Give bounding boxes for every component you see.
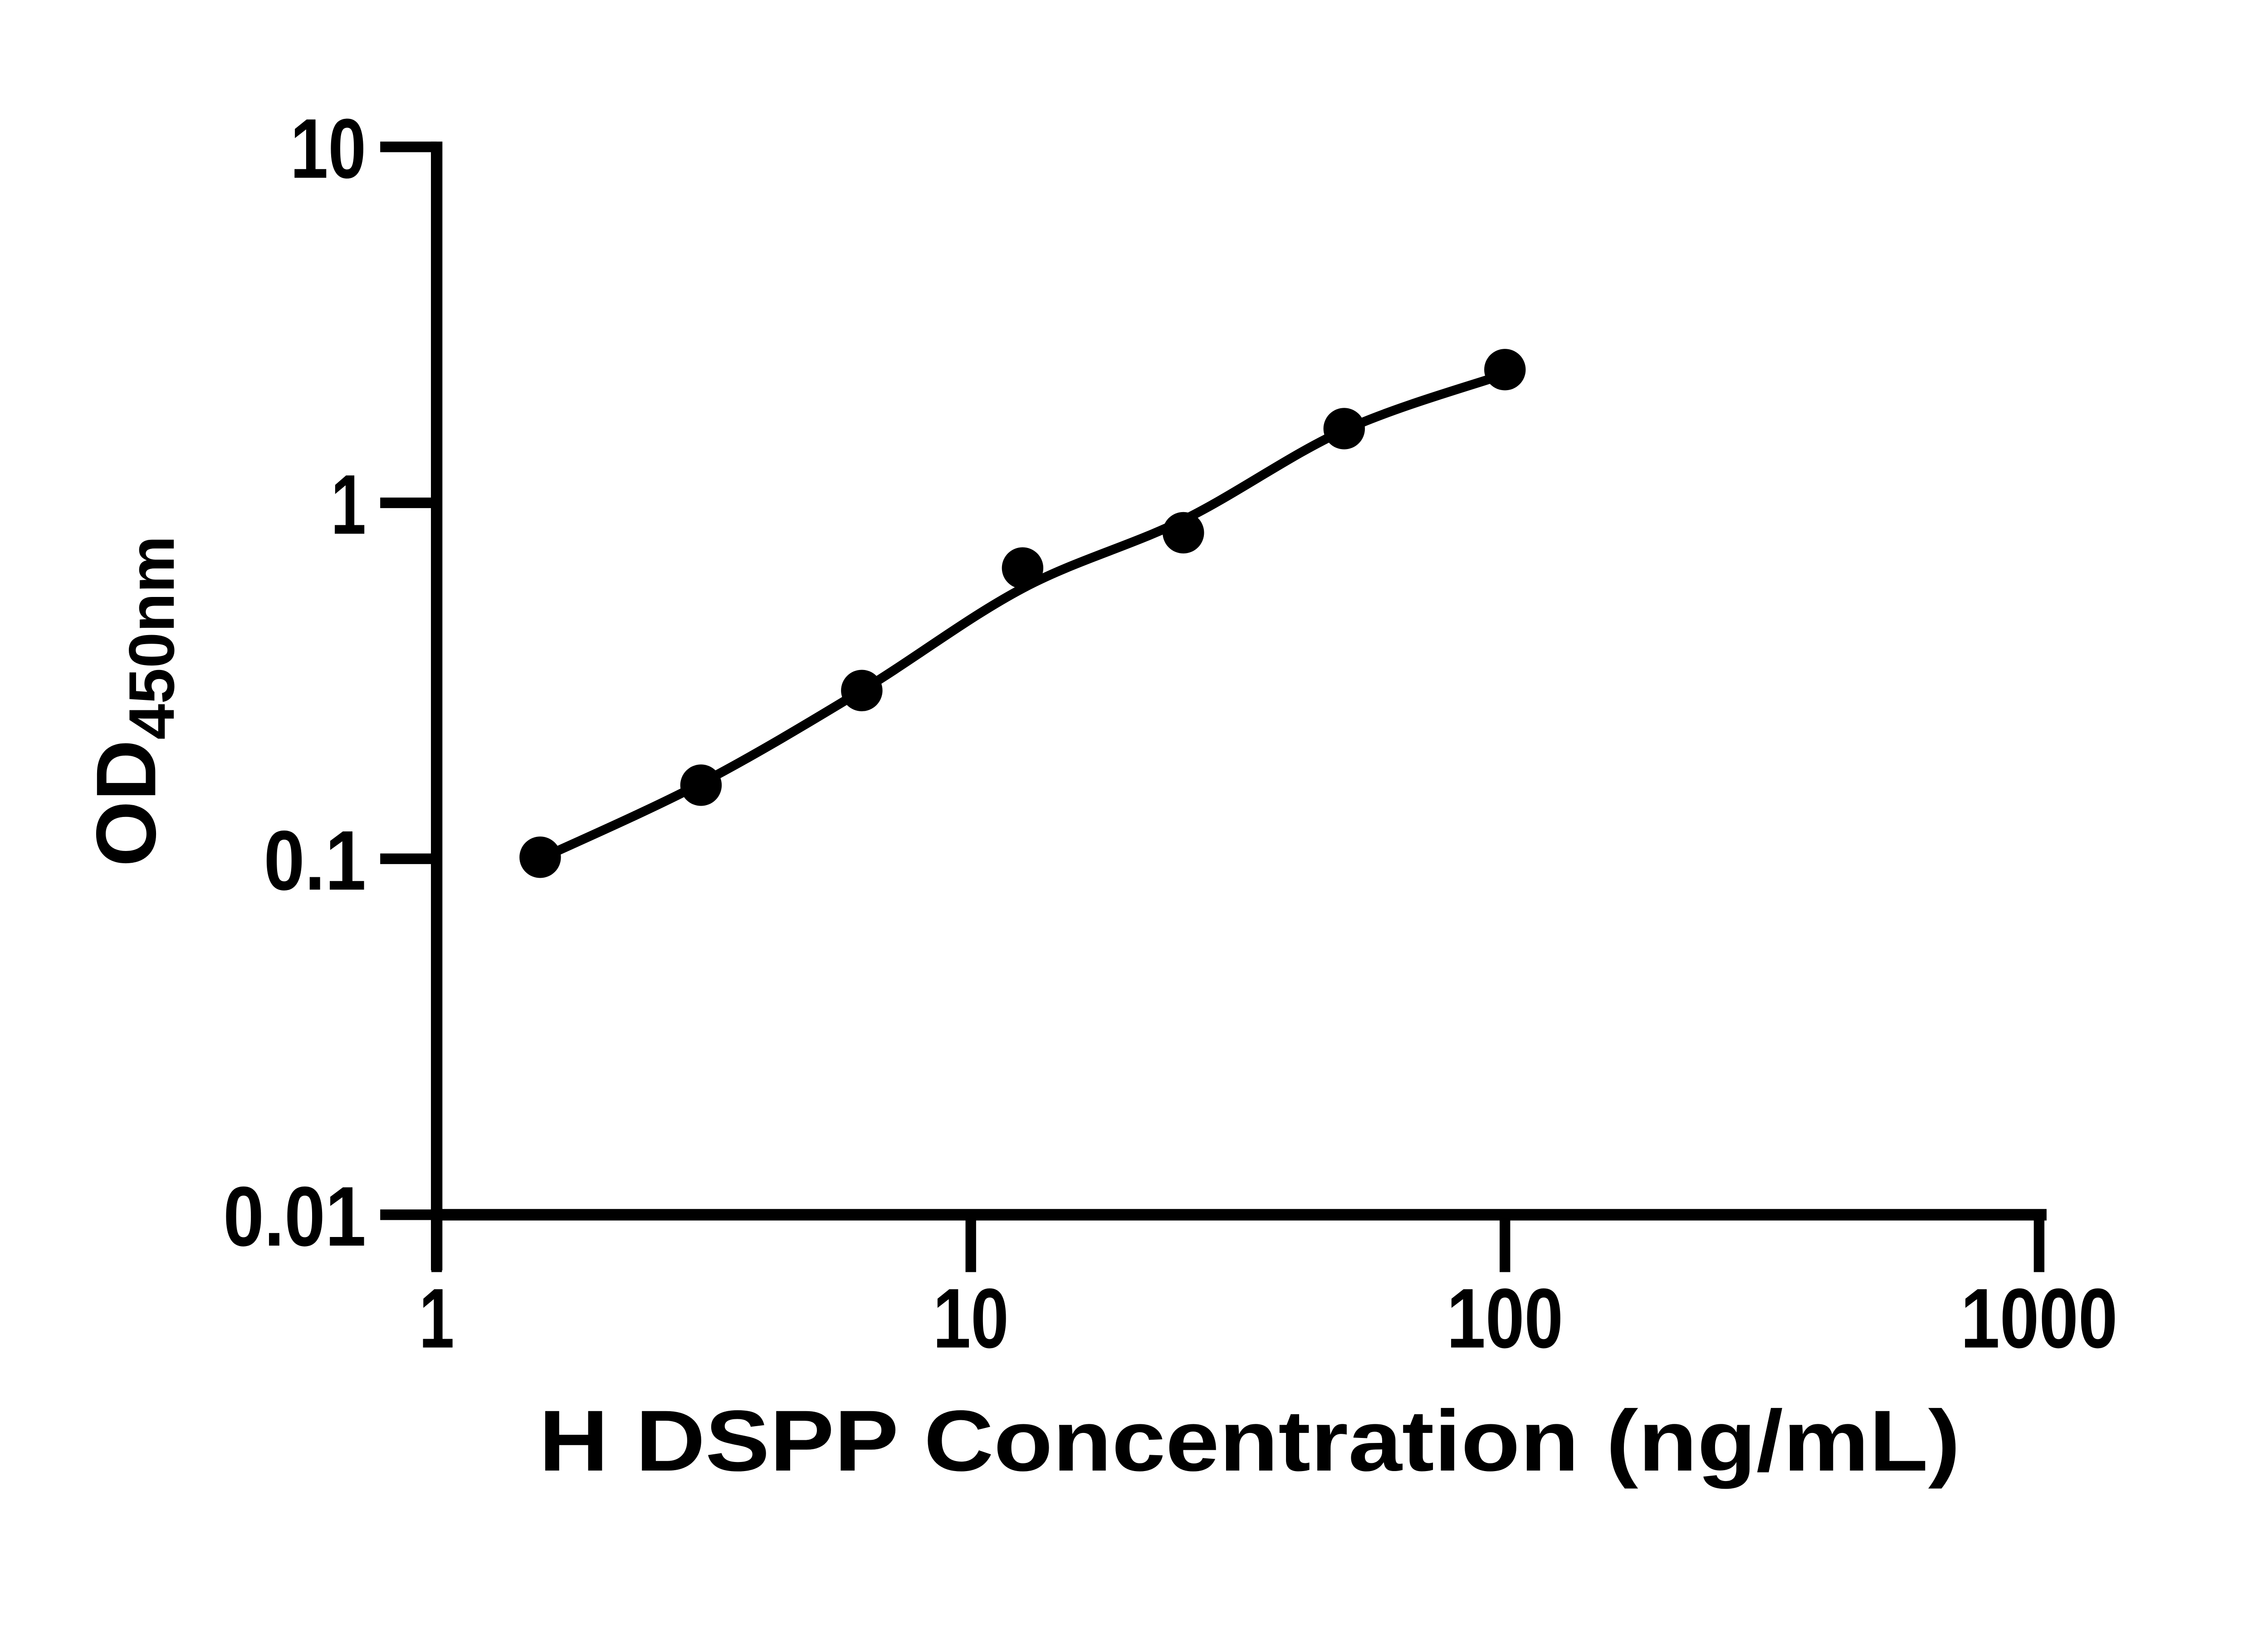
y-tick-label: 0.01 bbox=[223, 1169, 366, 1264]
y-axis-title-main: OD bbox=[78, 740, 173, 867]
data-point bbox=[1323, 408, 1365, 450]
plot-background bbox=[0, 0, 2268, 1588]
axes bbox=[431, 142, 2047, 1271]
y-axis-title-subscript: 450nm bbox=[116, 536, 188, 740]
x-tick-label: 1 bbox=[419, 1271, 455, 1366]
x-tick-label: 1000 bbox=[1960, 1271, 2117, 1366]
y-axis-title: OD450nm bbox=[78, 536, 188, 867]
chart-canvas: 10 1 0.1 0.01 1 10 100 1000 H DSPP Concentrati… bbox=[0, 0, 2268, 1588]
data-point bbox=[1002, 547, 1044, 589]
x-axis-ticks bbox=[431, 1214, 2044, 1272]
data-points bbox=[519, 349, 1526, 878]
data-point bbox=[1484, 349, 1526, 391]
y-axis-ticks bbox=[380, 142, 437, 1220]
x-axis-tick-labels: 1 10 100 1000 bbox=[419, 1271, 2118, 1366]
data-point bbox=[1163, 512, 1204, 554]
elisa-standard-curve-figure: 10 1 0.1 0.01 1 10 100 1000 H DSPP Concentrati… bbox=[0, 0, 2268, 1588]
x-tick-label: 10 bbox=[933, 1271, 1009, 1366]
y-tick-label: 10 bbox=[290, 101, 366, 196]
data-point bbox=[841, 670, 883, 711]
x-axis-title: H DSPP Concentration (ng/mL) bbox=[539, 1393, 1960, 1489]
y-axis-tick-labels: 10 1 0.1 0.01 bbox=[223, 101, 366, 1264]
data-point bbox=[519, 836, 561, 878]
y-tick-label: 0.1 bbox=[264, 813, 366, 908]
data-point bbox=[680, 764, 722, 806]
y-tick-label: 1 bbox=[331, 457, 366, 552]
x-tick-label: 100 bbox=[1447, 1271, 1563, 1366]
